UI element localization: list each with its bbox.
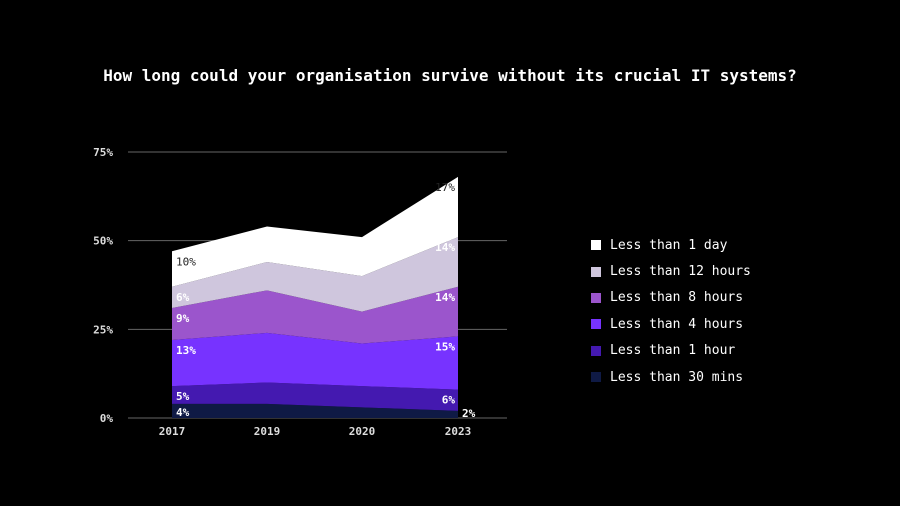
legend-swatch	[591, 319, 601, 330]
data-label: 6%	[176, 291, 190, 304]
legend-label: Less than 8 hours	[610, 290, 744, 306]
legend-swatch	[591, 240, 601, 251]
legend-label: Less than 4 hours	[610, 316, 744, 332]
data-label: 6%	[442, 394, 456, 407]
legend-label: Less than 1 hour	[610, 343, 736, 359]
data-label: 9%	[176, 312, 190, 325]
data-label: 15%	[435, 340, 455, 353]
y-tick-label: 50%	[93, 235, 113, 248]
legend-label: Less than 1 day	[610, 237, 728, 253]
x-tick-label: 2017	[159, 425, 186, 438]
legend-item: Less than 4 hours	[591, 311, 751, 337]
area-less-than-1-hour	[172, 382, 458, 411]
data-label: 2%	[462, 407, 476, 420]
legend-item: Less than 12 hours	[591, 258, 751, 284]
data-label: 17%	[435, 181, 455, 194]
area-less-than-1-day	[172, 176, 458, 287]
legend-label: Less than 12 hours	[610, 264, 751, 280]
data-label: 10%	[176, 255, 196, 268]
y-tick-label: 75%	[93, 146, 113, 159]
data-label: 14%	[435, 241, 455, 254]
legend-item: Less than 8 hours	[591, 285, 751, 311]
x-tick-label: 2023	[445, 425, 472, 438]
legend-swatch	[591, 345, 601, 356]
area-less-than-4-hours	[172, 332, 458, 390]
legend-swatch	[591, 372, 601, 383]
data-label: 4%	[176, 406, 190, 419]
area-less-than-30-mins	[172, 403, 458, 418]
x-tick-label: 2020	[349, 425, 376, 438]
y-tick-label: 0%	[100, 412, 114, 425]
x-tick-label: 2019	[254, 425, 281, 438]
data-label: 13%	[176, 344, 196, 357]
legend-item: Less than 1 day	[591, 232, 751, 258]
legend-label: Less than 30 mins	[610, 369, 744, 385]
legend-swatch	[591, 292, 601, 303]
legend: Less than 1 day Less than 12 hours Less th…	[591, 232, 751, 390]
data-label: 14%	[435, 291, 455, 304]
legend-item: Less than 1 hour	[591, 338, 751, 364]
legend-swatch	[591, 266, 601, 277]
data-label: 5%	[176, 390, 190, 403]
area-less-than-12-hours	[172, 237, 458, 312]
legend-item: Less than 30 mins	[591, 364, 751, 390]
y-tick-label: 25%	[93, 323, 113, 336]
chart-title: How long could your organisation survive…	[103, 66, 797, 85]
area-less-than-8-hours	[172, 286, 458, 344]
